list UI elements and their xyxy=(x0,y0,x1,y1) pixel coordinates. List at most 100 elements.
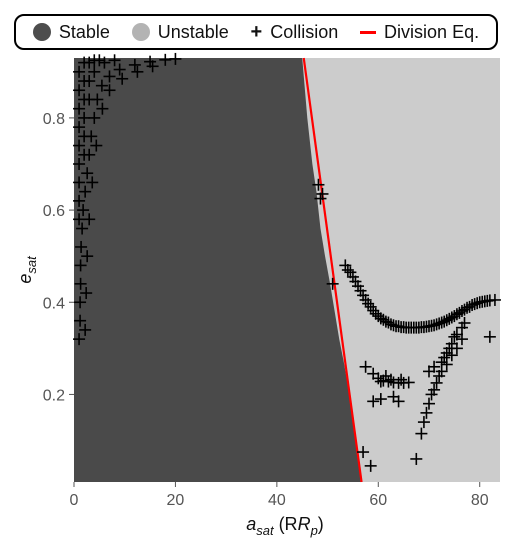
collision-point xyxy=(116,72,129,85)
collision-point xyxy=(73,139,86,152)
x-title-unit-close: ) xyxy=(318,514,324,534)
collision-point xyxy=(79,185,92,198)
collision-point xyxy=(73,333,86,346)
y-tick-label: 0.6 xyxy=(43,203,65,220)
collision-point xyxy=(88,111,101,124)
collision-point xyxy=(74,296,87,309)
collision-point xyxy=(428,319,441,332)
plot-area xyxy=(73,52,501,483)
y-title-sub: sat xyxy=(24,255,39,274)
collision-point xyxy=(483,294,496,307)
collision-point xyxy=(461,301,474,314)
y-title-main: e xyxy=(15,274,35,284)
collision-point xyxy=(367,395,380,408)
x-title-unit-open: (R xyxy=(274,514,298,534)
collision-point xyxy=(483,330,496,343)
collision-point xyxy=(382,316,395,329)
collision-point xyxy=(435,316,448,329)
collision-point xyxy=(379,370,392,382)
collision-point xyxy=(392,395,405,408)
unstable-dot-icon xyxy=(131,23,150,41)
collision-point xyxy=(458,317,471,329)
legend-label-stable: Stable xyxy=(58,21,110,42)
collision-point xyxy=(384,318,397,331)
collision-point xyxy=(86,176,99,189)
collision-point xyxy=(78,111,91,124)
collision-point xyxy=(108,54,121,67)
collision-point xyxy=(73,65,86,78)
collision-point xyxy=(93,54,106,67)
x-title-unit-main: R xyxy=(298,514,311,534)
collision-point xyxy=(74,259,87,272)
collision-point xyxy=(83,93,96,106)
collision-point xyxy=(471,297,484,310)
collision-point xyxy=(473,296,486,309)
collision-point xyxy=(430,318,443,331)
collision-point xyxy=(78,148,91,161)
collision-point xyxy=(440,358,453,371)
y-axis: 0.2 0.4 0.6 0.8 xyxy=(43,111,74,404)
collision-point xyxy=(377,313,390,326)
collision-point xyxy=(83,213,96,226)
legend-item-unstable: Unstable xyxy=(131,21,229,43)
legend-item-division: Division Eq. xyxy=(360,22,479,43)
stable-dot-icon xyxy=(32,23,51,41)
collision-point xyxy=(83,75,96,88)
stable-region xyxy=(74,58,361,482)
collision-point xyxy=(435,365,448,378)
x-tick-label: 40 xyxy=(268,492,286,509)
legend-label-unstable: Unstable xyxy=(157,21,229,42)
collision-point xyxy=(81,167,94,180)
collision-point xyxy=(374,393,387,406)
collision-point xyxy=(83,56,96,69)
legend-label-division: Division Eq. xyxy=(384,21,480,42)
collision-point xyxy=(428,383,441,396)
collision-point xyxy=(392,320,405,333)
collision-point xyxy=(81,250,94,263)
x-title-unit-sub: p xyxy=(310,523,318,538)
collision-point xyxy=(73,121,86,134)
x-title-main: a xyxy=(246,514,256,534)
collision-point xyxy=(423,320,435,333)
y-tick-label: 0.2 xyxy=(43,387,65,404)
collision-point xyxy=(450,342,463,355)
y-tick-label: 0.4 xyxy=(43,295,65,312)
legend-item-collision: + Collision xyxy=(251,22,339,43)
collision-point xyxy=(357,446,370,459)
collision-point xyxy=(78,130,91,143)
collision-point xyxy=(357,289,370,302)
collision-point xyxy=(440,314,453,327)
division-eq-line xyxy=(302,57,363,483)
collision-point xyxy=(433,317,446,330)
collision-point xyxy=(445,349,458,362)
x-axis: 0 20 40 60 80 xyxy=(70,482,489,509)
collision-point xyxy=(77,204,90,217)
collision-point xyxy=(430,376,443,389)
collision-point xyxy=(352,280,364,293)
x-tick-label: 0 xyxy=(70,492,79,509)
collision-point xyxy=(420,406,433,419)
collision-point xyxy=(395,373,408,386)
collision-point xyxy=(466,299,479,312)
collision-point xyxy=(438,315,451,328)
collision-point xyxy=(316,187,329,200)
collision-point xyxy=(312,178,325,191)
collision-point xyxy=(362,297,375,310)
collision-point xyxy=(423,365,435,378)
collision-markers xyxy=(73,52,501,472)
x-tick-label: 60 xyxy=(369,492,387,509)
collision-point xyxy=(79,323,92,336)
collision-point xyxy=(326,277,339,290)
collision-point xyxy=(95,79,108,92)
collision-point xyxy=(131,65,144,78)
collision-point xyxy=(364,459,377,472)
x-axis-title: asat (RRp) xyxy=(246,514,324,538)
collision-point xyxy=(443,312,456,325)
plus-icon: + xyxy=(250,21,263,43)
collision-point xyxy=(146,60,159,73)
collision-point xyxy=(90,139,103,152)
collision-point xyxy=(410,452,423,465)
x-tick-label: 20 xyxy=(167,492,185,509)
collision-point xyxy=(379,315,392,328)
